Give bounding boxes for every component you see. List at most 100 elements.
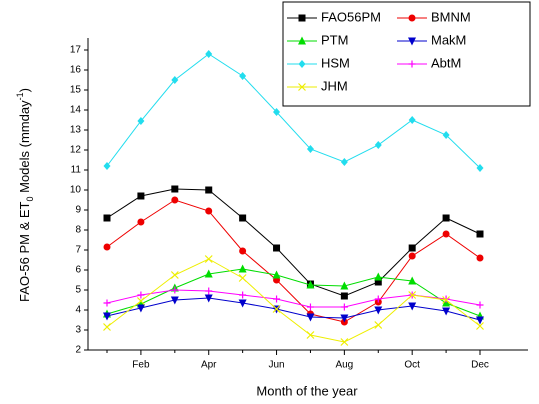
x-tick-label: Feb — [132, 360, 150, 371]
data-point — [238, 264, 247, 273]
data-point — [238, 299, 247, 308]
data-point — [374, 295, 382, 303]
legend-label: PTM — [321, 32, 348, 47]
data-point — [340, 303, 348, 311]
data-point — [273, 295, 281, 303]
data-point — [374, 278, 382, 286]
data-point — [136, 297, 145, 305]
data-point — [408, 302, 417, 311]
data-point — [239, 291, 247, 299]
y-tick-label: 16 — [70, 65, 82, 76]
data-point — [205, 186, 213, 194]
y-label-part: ) — [17, 88, 32, 92]
x-tick-label: Oct — [404, 360, 420, 371]
data-point — [408, 252, 416, 260]
y-tick-label: 6 — [75, 265, 81, 276]
data-point — [204, 294, 213, 303]
data-point — [205, 287, 213, 295]
data-point — [170, 271, 179, 279]
data-point — [442, 131, 450, 139]
x-tick-label: Jun — [268, 360, 284, 371]
data-point — [273, 108, 281, 116]
series-line — [106, 297, 481, 321]
legend-marker — [408, 14, 416, 22]
data-point — [204, 269, 213, 278]
y-tick-label: 5 — [75, 285, 81, 296]
data-point — [340, 338, 349, 346]
data-point — [136, 304, 145, 313]
data-point — [103, 299, 111, 307]
data-point — [103, 162, 111, 170]
data-point — [171, 286, 179, 294]
legend-marker — [298, 36, 306, 45]
data-point — [103, 243, 111, 251]
data-point — [205, 207, 213, 215]
data-point — [306, 145, 314, 153]
data-point — [306, 280, 315, 289]
data-point — [306, 331, 315, 339]
data-point — [171, 196, 179, 204]
legend-marker — [408, 37, 416, 46]
data-point — [340, 281, 349, 290]
data-point — [476, 316, 484, 325]
data-point — [272, 305, 281, 313]
data-point — [171, 76, 179, 84]
y-label-part: FAO-56 PM & ET — [17, 201, 32, 301]
data-point — [374, 141, 382, 149]
y-tick-label: 12 — [70, 145, 82, 156]
y-label-part: 0 — [25, 197, 35, 202]
data-point — [476, 322, 484, 330]
data-point — [374, 306, 383, 315]
series-line — [106, 188, 481, 297]
y-label-part: -1 — [15, 92, 25, 100]
y-tick-label: 2 — [75, 345, 81, 356]
series-line — [106, 268, 481, 317]
data-point — [408, 244, 416, 252]
data-point — [137, 192, 145, 200]
data-point — [340, 314, 349, 323]
y-tick-label: 15 — [70, 85, 82, 96]
y-tick-label: 17 — [70, 45, 82, 56]
y-tick-label: 4 — [75, 305, 81, 316]
data-point — [442, 295, 450, 303]
data-point — [205, 50, 213, 58]
y-axis-label: FAO-56 PM & ET0 Models (mmday-1) — [15, 88, 35, 302]
legend-box — [282, 1, 531, 107]
data-point — [442, 230, 450, 238]
data-point — [408, 116, 416, 124]
data-point — [340, 158, 348, 166]
data-point — [476, 230, 484, 238]
data-point — [204, 255, 213, 263]
legend-label: HSM — [321, 55, 350, 70]
data-point — [374, 272, 383, 281]
legend-marker — [298, 83, 306, 91]
x-tick-label: Apr — [201, 360, 217, 371]
y-tick-label: 9 — [75, 205, 81, 216]
data-point — [239, 72, 247, 80]
legend-label: JHM — [321, 78, 348, 93]
data-point — [442, 296, 451, 304]
data-point — [238, 274, 247, 282]
data-point — [137, 117, 145, 125]
data-point — [306, 303, 314, 311]
data-point — [306, 313, 315, 322]
legend-marker — [298, 14, 306, 22]
y-tick-label: 8 — [75, 225, 81, 236]
y-tick-label: 3 — [75, 325, 81, 336]
y-tick-label: 7 — [75, 245, 81, 256]
data-point — [340, 292, 348, 300]
data-point — [476, 164, 484, 172]
legend-label: BMNM — [431, 9, 471, 24]
data-point — [408, 291, 417, 299]
data-point — [137, 291, 145, 299]
data-point — [408, 276, 417, 285]
data-point — [103, 214, 111, 222]
data-point — [476, 254, 484, 262]
data-point — [137, 218, 145, 226]
legend-marker — [408, 60, 416, 68]
legend-label: MakM — [431, 32, 466, 47]
data-point — [374, 321, 383, 329]
series-line — [106, 199, 481, 323]
data-point — [239, 214, 247, 222]
legend-label: FAO56PM — [321, 9, 381, 24]
